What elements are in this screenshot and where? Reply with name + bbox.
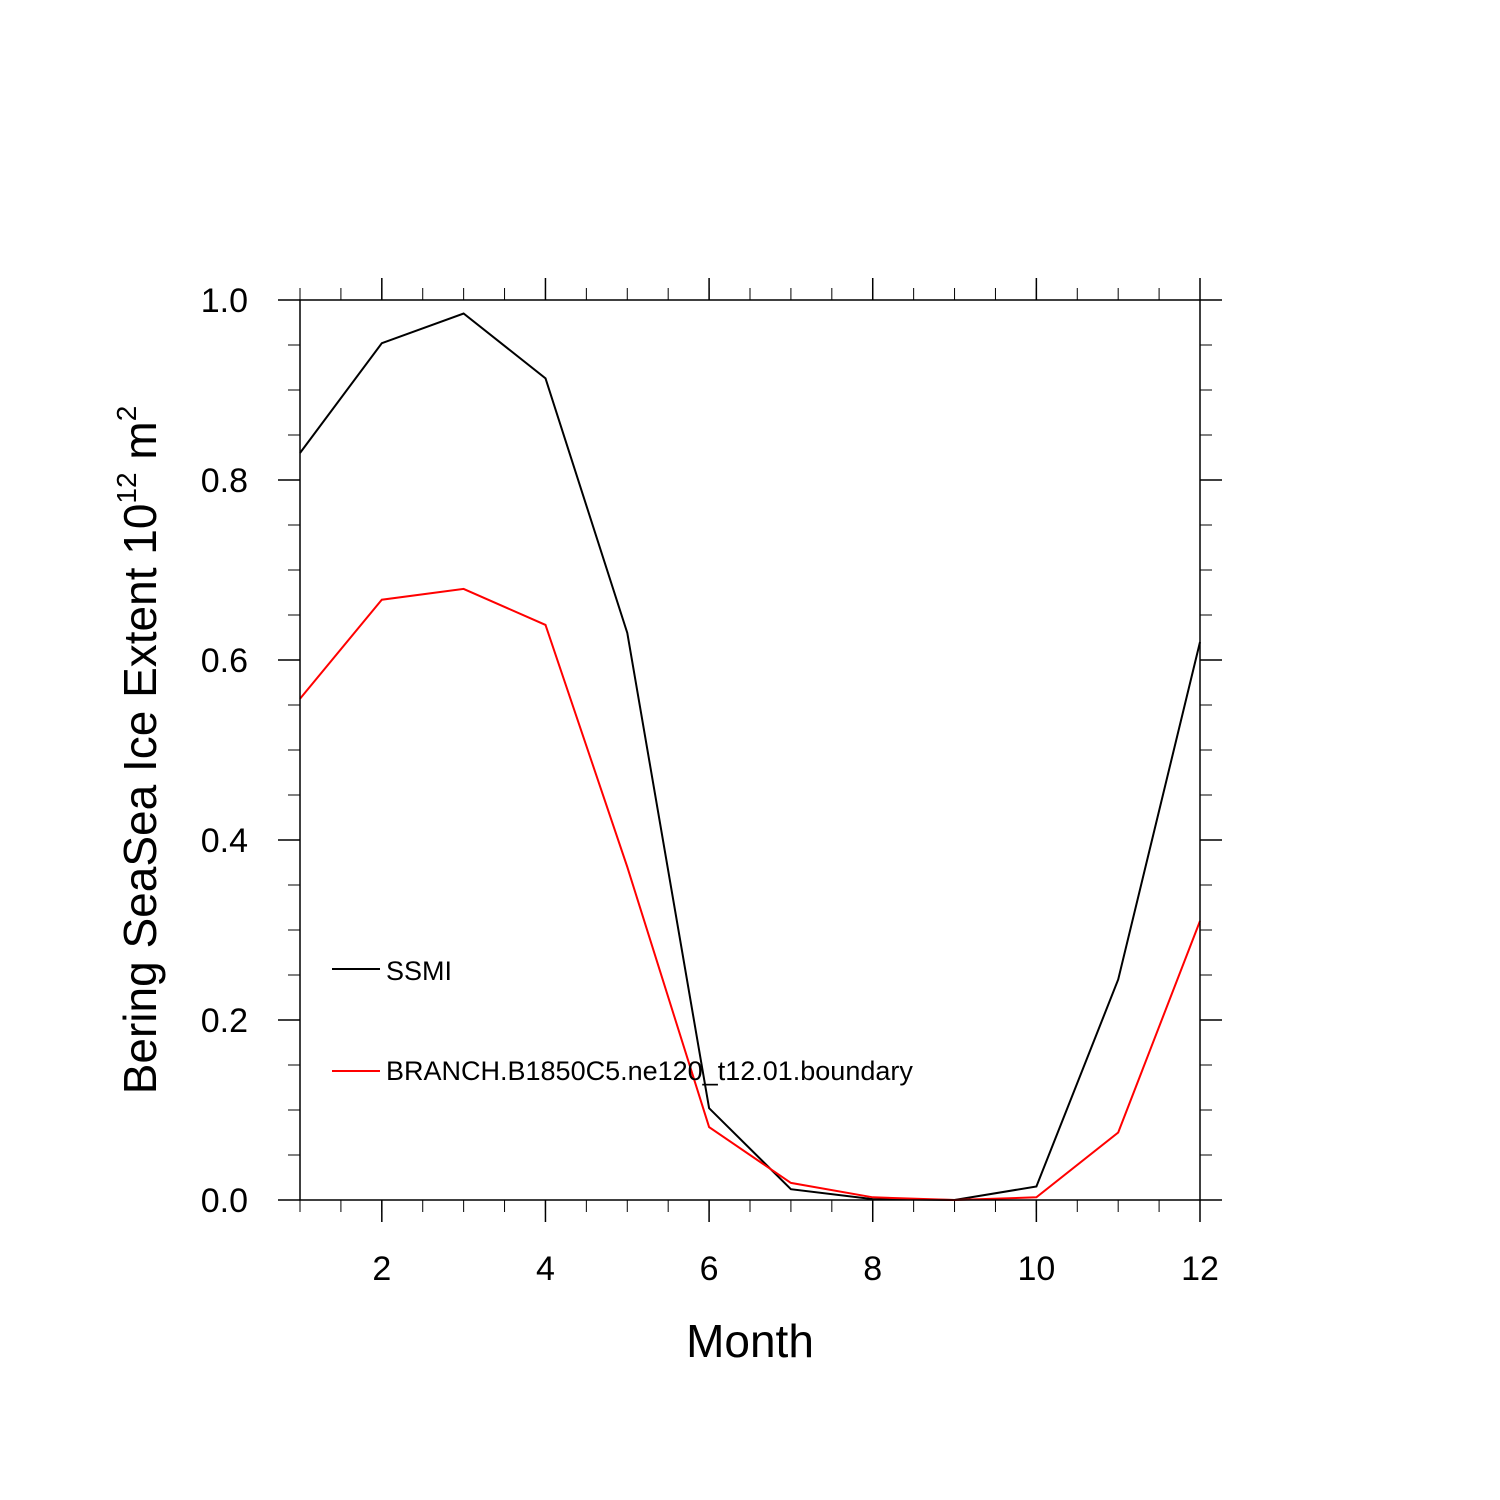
legend-label-branch: BRANCH.B1850C5.ne120_t12.01.boundary	[386, 1056, 913, 1086]
y-axis-title-main: Bering SeaSea Ice Extent 10	[114, 504, 166, 1095]
x-axis-title: Month	[686, 1315, 814, 1367]
legend-label-ssmi: SSMI	[386, 956, 452, 986]
x-tick-label: 8	[863, 1250, 882, 1288]
series-line-ssmi	[299, 312, 1201, 1202]
plot-frame	[299, 299, 1201, 1201]
major-ticks	[278, 278, 1222, 1222]
y-axis-title-unit-exp: 2	[111, 406, 142, 422]
x-tick-labels: 2 4 6 8 10 12	[372, 1250, 1219, 1288]
y-tick-label: 0.0	[201, 1182, 248, 1220]
legend: SSMI BRANCH.B1850C5.ne120_t12.01.boundar…	[332, 956, 913, 1086]
x-tick-label: 12	[1181, 1250, 1219, 1288]
y-tick-label: 0.8	[201, 462, 248, 500]
series-lines	[299, 312, 1201, 1202]
y-axis-title: Bering SeaSea Ice Extent 1012 m2	[111, 406, 166, 1095]
x-tick-label: 2	[372, 1250, 391, 1288]
y-tick-label: 0.2	[201, 1002, 248, 1040]
series-line-branch	[299, 587, 1201, 1202]
y-axis-title-exp: 12	[111, 472, 142, 503]
y-tick-labels: 0.0 0.2 0.4 0.6 0.8 1.0	[201, 282, 248, 1220]
x-tick-label: 10	[1017, 1250, 1055, 1288]
y-tick-label: 1.0	[201, 282, 248, 320]
y-tick-label: 0.4	[201, 822, 248, 860]
x-tick-label: 6	[700, 1250, 719, 1288]
y-axis-title-unit: m	[114, 421, 166, 472]
x-tick-label: 4	[536, 1250, 555, 1288]
y-tick-label: 0.6	[201, 642, 248, 680]
